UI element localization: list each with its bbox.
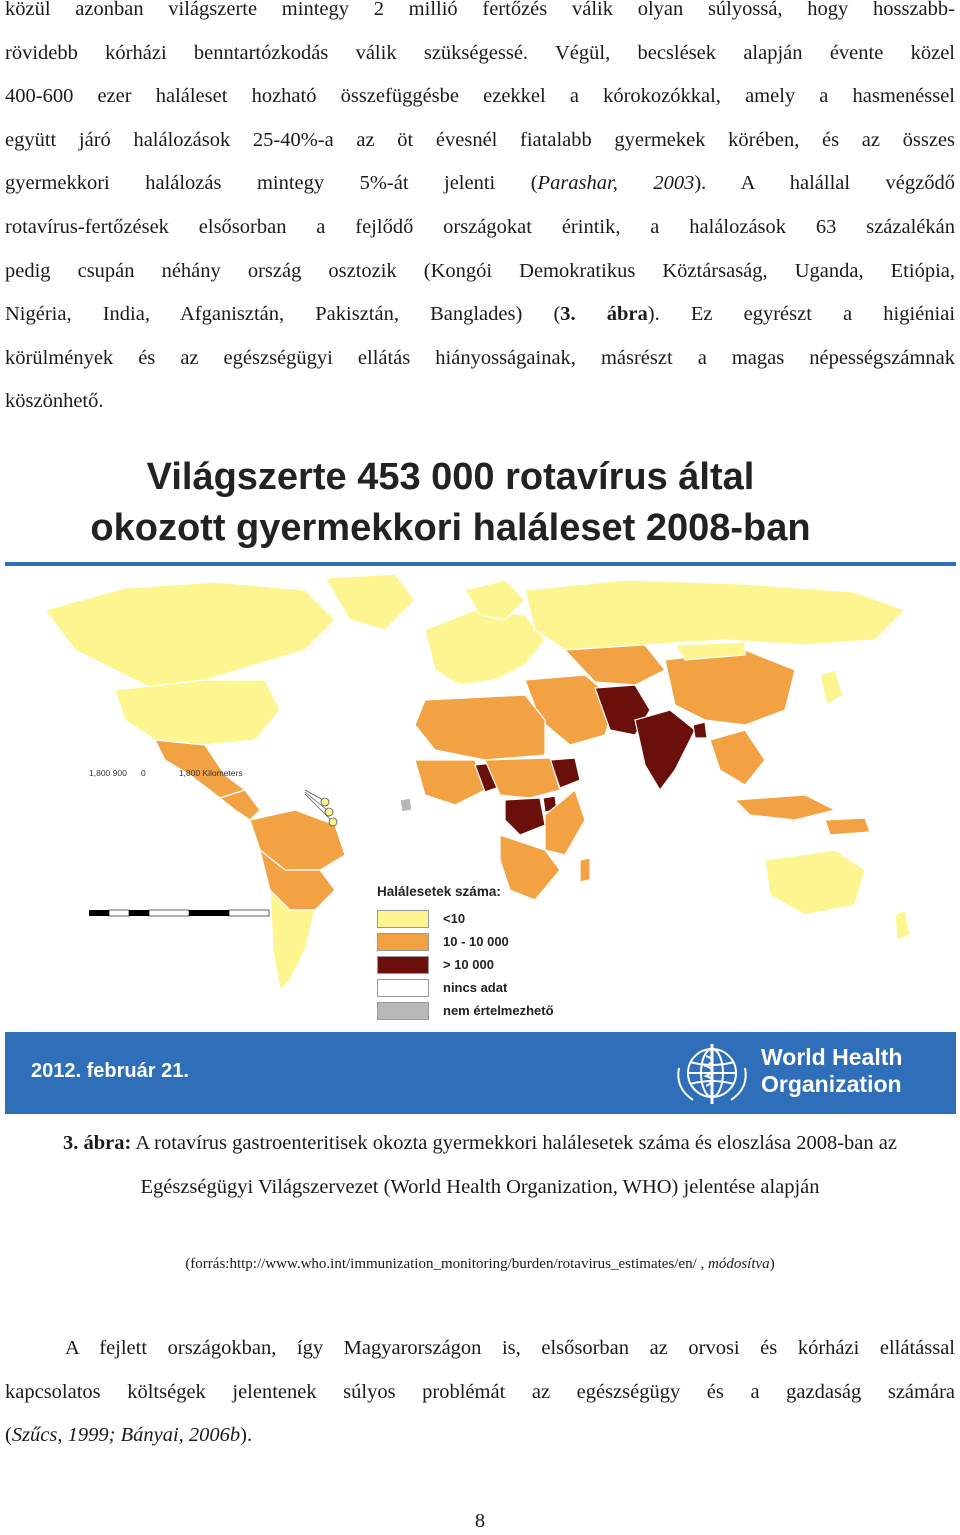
region-mongolia [673,641,746,661]
legend-label: > 10 000 [443,957,494,972]
text-line: pedig csupán néhány ország osztozik (Kon… [5,259,955,282]
region-north-africa [414,694,546,761]
text-line: rövidebb kórházi benntartózkodás válik s… [5,41,955,64]
region-southern-africa [499,834,561,901]
text-line-with-citation: (Szűcs, 1999; Bányai, 2006b). [5,1424,253,1447]
region-greenland [323,573,416,631]
text-line: kapcsolatos költségek jelentenek súlyos … [5,1380,955,1403]
legend-item: > 10 000 [377,953,554,976]
region-not-applicable [399,797,413,813]
region-indonesia [733,794,837,821]
region-usa [114,679,281,746]
region-papua [824,817,871,836]
caption-label: 3. ábra: [63,1132,132,1154]
who-name: World Health Organization [761,1044,903,1097]
figure-source: (forrás:http://www.who.int/immunization_… [185,1256,775,1272]
text-line-with-figure-ref: Nigéria, India, Afganisztán, Pakisztán, … [5,303,955,326]
citation: Parashar, 2003 [537,172,695,195]
text-line-with-citation: gyermekkori halálozás mintegy 5%-át jele… [5,172,955,195]
text-line: közül azonban világszerte mintegy 2 mill… [5,0,955,20]
source-modified-note: módosítva [708,1256,770,1272]
text-line: A fejlett országokban, így Magyarországo… [65,1337,955,1359]
figure-title: Világszerte 453 000 rotavírus által okoz… [90,456,811,549]
text-line: körülmények és az egészségügyi ellátás h… [5,346,955,369]
region-central-asia [563,644,666,686]
body-paragraph-1: közül azonban világszerte mintegy 2 mill… [5,0,955,424]
title-rule [5,562,956,566]
scale-bar [89,909,270,917]
region-scandinavia [464,579,526,621]
region-madagascar [579,857,591,883]
legend-label: nem értelmezhető [443,1003,554,1018]
region-drc [504,797,546,836]
legend-swatch [377,978,429,997]
map-legend: Halálesetek száma: <10 10 - 10 000 > 10 … [377,884,554,1022]
legend-item: <10 [377,907,554,930]
figure-date: 2012. február 21. [31,1060,189,1082]
region-southeast-asia [709,729,766,786]
legend-label: <10 [443,911,466,926]
region-russia [524,579,907,651]
figure-reference: 3. ábra [560,303,648,326]
region-south-america-south [269,888,316,992]
figure-footer-banner: 2012. február 21. World Health Organizat… [5,1032,956,1114]
scale-labels: 1,800 900 0 1,800 Kilometers [89,768,243,778]
figure-caption: 3. ábra: A rotavírus gastroenteritisek o… [30,1122,930,1209]
region-central-america [218,789,261,821]
page-number: 8 [474,1510,486,1532]
legend-label: nincs adat [443,980,508,995]
legend-title: Halálesetek száma: [377,884,501,899]
region-japan [819,669,844,706]
legend-item: nincs adat [377,976,554,999]
legend-swatch [377,932,429,951]
who-emblem-icon [677,1044,747,1104]
legend-item: nem értelmezhető [377,999,554,1022]
legend-swatch [377,909,429,928]
world-map [43,573,911,992]
body-paragraph-2: A fejlett országokban, így Magyarországo… [5,1327,955,1458]
text-line: köszönhető. [5,390,104,413]
region-central-africa [484,757,561,799]
legend-label: 10 - 10 000 [443,934,509,949]
region-australia [764,849,866,916]
legend-swatch [377,955,429,974]
region-bangladesh [692,721,708,739]
region-india [634,709,696,792]
caption-text: A rotavírus gastroenteritisek okozta gye… [131,1132,897,1198]
region-west-africa [414,759,486,806]
region-canada [43,581,336,691]
region-europe [424,609,546,686]
text-line: 400-600 ezer haláleset hozható összefügg… [5,85,955,108]
region-new-zealand [894,909,911,941]
region-east-africa [544,788,586,856]
legend-swatch [377,1001,429,1020]
citation: Szűcs, 1999; Bányai, 2006b [11,1424,241,1447]
figure-rotavirus-map: Világszerte 453 000 rotavírus által okoz… [5,446,956,1114]
text-line: rotavírus-fertőzések elsősorban a fejlőd… [5,215,955,238]
region-china [664,649,796,726]
text-line: együtt járó halálozások 25-40%-a az öt é… [5,128,955,151]
legend-item: 10 - 10 000 [377,930,554,953]
